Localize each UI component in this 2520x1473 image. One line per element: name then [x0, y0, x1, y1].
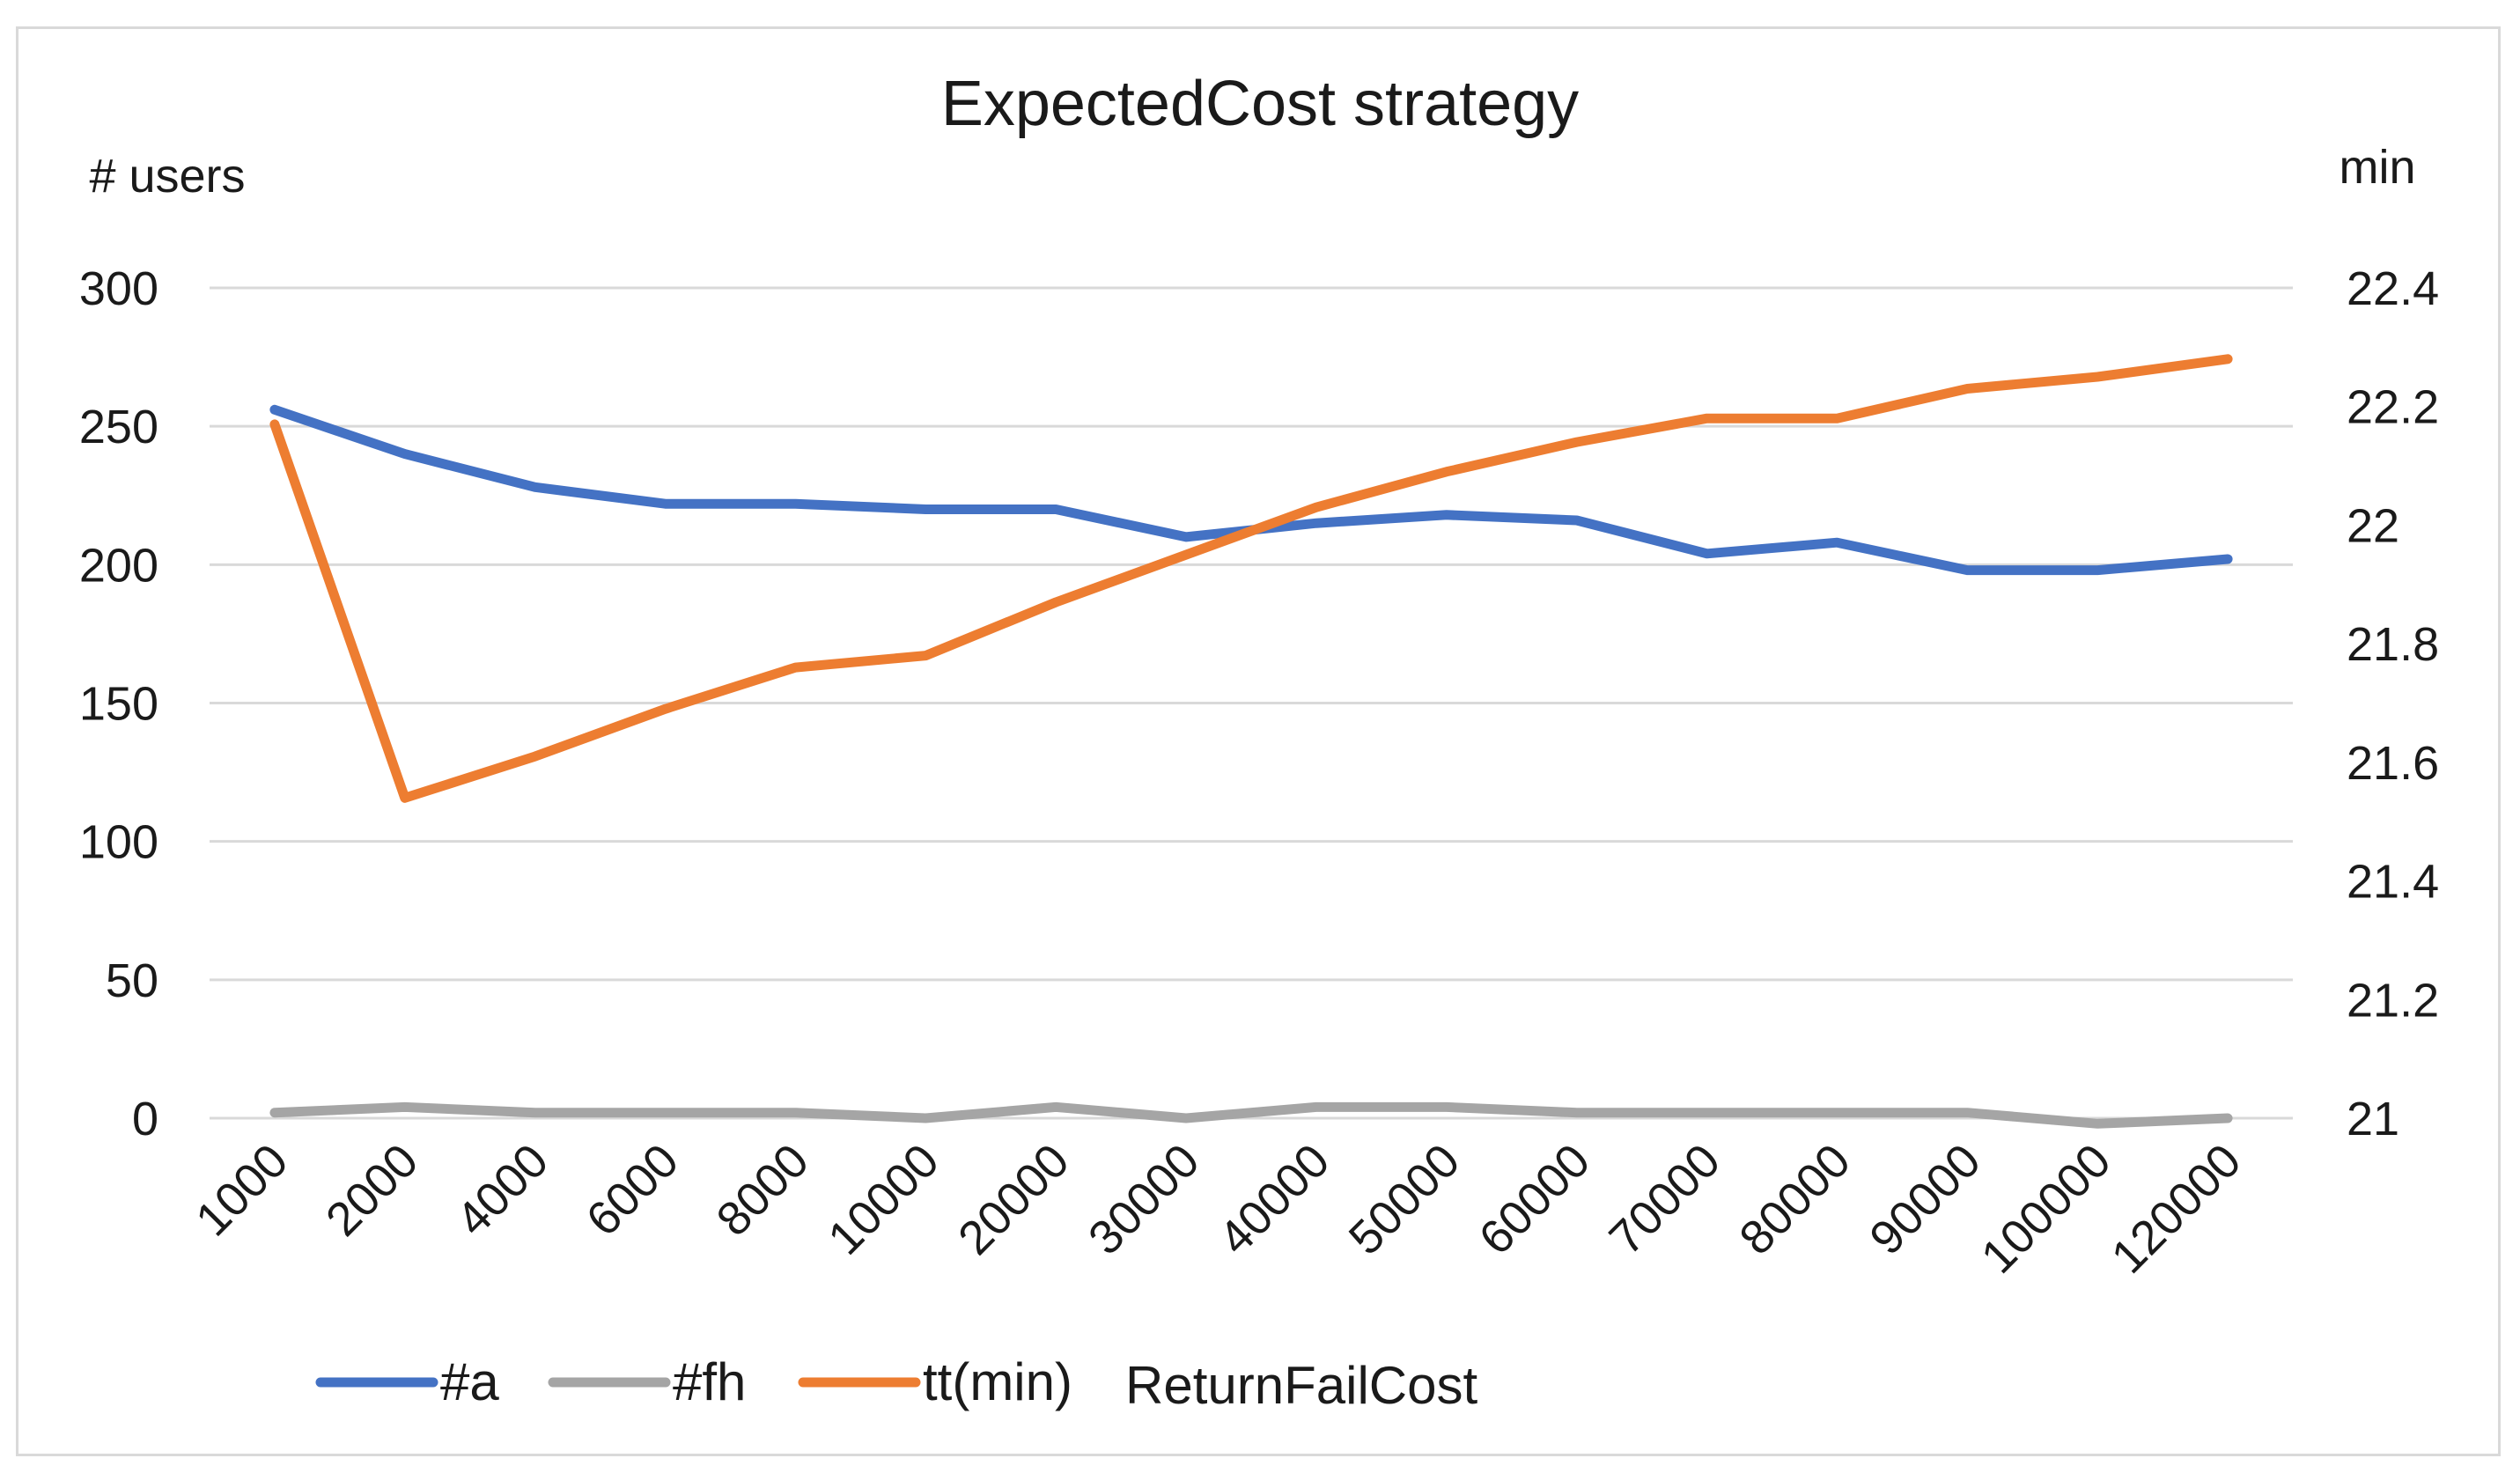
left-tick-label: 100 [79, 816, 158, 869]
legend-label-tt: tt(min) [923, 1352, 1072, 1411]
x-tick-label: 90000 [1860, 1134, 1991, 1265]
legend: #a #fh tt(min) ReturnFailCost [315, 1352, 1477, 1415]
series-lines [269, 354, 2233, 1129]
left-tick-label: 300 [79, 262, 158, 315]
series-line-tt(min) [269, 354, 2233, 803]
left-tick-label: 50 [106, 954, 158, 1007]
legend-label-a: #a [440, 1352, 499, 1411]
left-tick-label: 250 [79, 401, 158, 453]
legend-note: ReturnFailCost [1125, 1356, 1477, 1415]
x-tick-label: 10000 [818, 1134, 949, 1265]
left-axis-title: # users [89, 150, 245, 203]
right-tick-label: 21.8 [2347, 618, 2439, 671]
series-line-#a [269, 404, 2233, 576]
x-tick-label: 70000 [1599, 1134, 1730, 1265]
legend-label-fh: #fh [673, 1352, 746, 1411]
x-tick-label: 1000 [186, 1134, 298, 1246]
left-tick-label: 0 [132, 1093, 158, 1145]
gridlines [210, 286, 2293, 1120]
axes: 0 50 100 150 200 250 300 21 21.2 21.4 21.6 21.8 22 22… [79, 262, 2439, 1284]
series-line-#fh [269, 1101, 2233, 1129]
right-tick-label: 22.2 [2347, 381, 2439, 434]
x-tick-label: 60000 [1470, 1134, 1601, 1265]
x-tick-label: 6000 [577, 1134, 689, 1246]
right-tick-label: 21.2 [2347, 974, 2439, 1027]
x-tick-label: 120000 [2102, 1134, 2251, 1284]
x-tick-label: 4000 [446, 1134, 558, 1246]
right-axis-title: min [2339, 141, 2415, 194]
x-tick-label: 80000 [1729, 1134, 1861, 1265]
x-tick-label: 8000 [707, 1134, 819, 1246]
x-tick-label: 50000 [1339, 1134, 1470, 1265]
right-tick-label: 21.4 [2347, 856, 2439, 909]
chart-title: ExpectedCost strategy [941, 69, 1579, 139]
x-tick-label: 40000 [1209, 1134, 1340, 1265]
right-tick-label: 22 [2347, 499, 2399, 552]
chart-frame [16, 26, 2501, 1456]
x-tick-label: 100000 [1971, 1134, 2121, 1284]
x-tick-label: 2000 [316, 1134, 428, 1246]
x-tick-label: 20000 [948, 1134, 1079, 1265]
left-tick-label: 150 [79, 678, 158, 731]
right-tick-label: 21 [2347, 1093, 2399, 1145]
x-tick-label: 30000 [1079, 1134, 1210, 1265]
right-tick-label: 21.6 [2347, 737, 2439, 790]
right-tick-label: 22.4 [2347, 262, 2439, 315]
left-tick-label: 200 [79, 539, 158, 592]
